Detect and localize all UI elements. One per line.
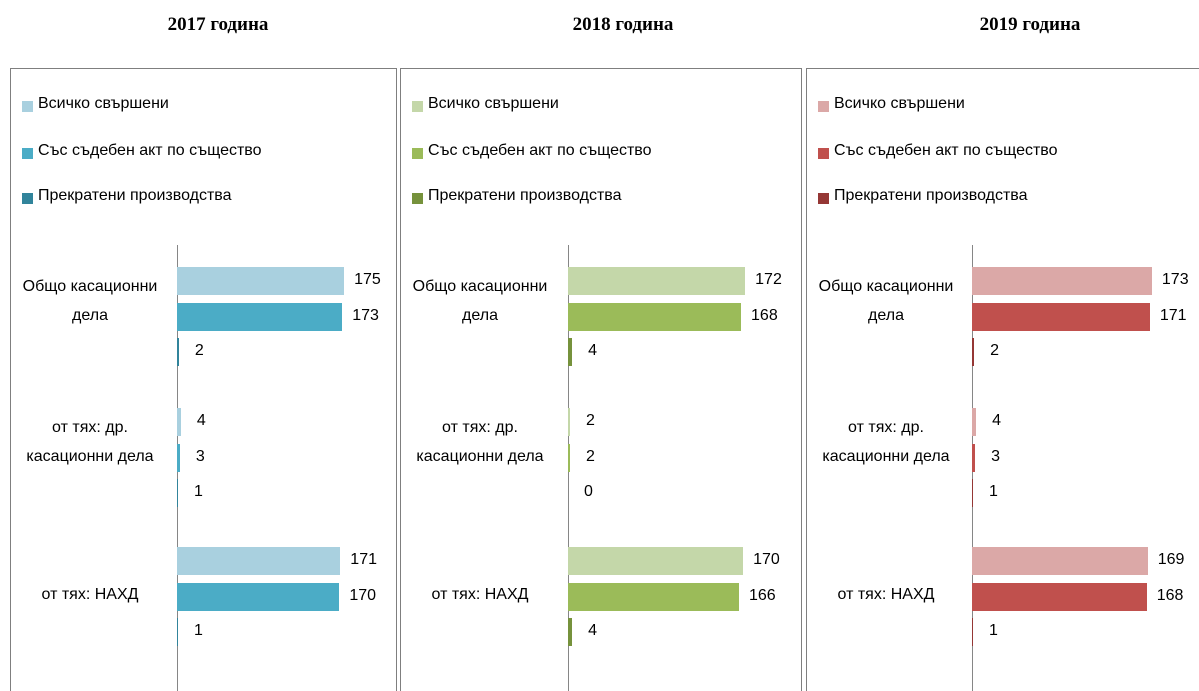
legend-swatch (412, 148, 423, 159)
category-label: от тях: др. касационни дела (26, 419, 154, 465)
data-label: 171 (1159, 306, 1187, 324)
data-label: 1 (193, 483, 203, 500)
legend-swatch (818, 101, 829, 112)
bar (177, 479, 178, 507)
data-label: 173 (352, 306, 379, 324)
bar (177, 302, 343, 331)
bar (177, 547, 341, 575)
bar (972, 267, 1152, 295)
legend-label: Всичко свършени (428, 95, 559, 112)
category-label: от тях: др. касационни дела (416, 419, 544, 465)
panel (10, 68, 397, 691)
chart-title: 2017 година (167, 14, 269, 35)
bar (177, 443, 180, 472)
data-label: 2 (586, 412, 595, 429)
data-label: 172 (755, 271, 782, 288)
panel (806, 68, 1199, 691)
bar (568, 582, 739, 611)
legend-label: Със съдебен акт по същество (428, 142, 652, 159)
legend-label: Прекратени производства (38, 187, 232, 204)
data-label: 1 (989, 622, 998, 639)
bar (177, 267, 345, 295)
bar (972, 443, 976, 472)
bar (568, 408, 571, 436)
data-label: 169 (1157, 551, 1185, 568)
legend-swatch (22, 148, 33, 159)
legend-label: Всичко свършени (38, 95, 169, 112)
legend-swatch (22, 193, 33, 204)
category-label: от тях: др. касационни дела (822, 419, 950, 465)
legend-label: Със съдебен акт по същество (834, 142, 1058, 159)
bar (972, 408, 977, 436)
chart-title: 2018 година (572, 14, 674, 35)
data-label: 0 (584, 483, 593, 500)
legend-swatch (818, 193, 829, 204)
data-label: 1 (989, 483, 998, 500)
legend-label: Със съдебен акт по същество (38, 142, 262, 159)
legend-label: Всичко свършени (834, 95, 965, 112)
category-label: от тях: НАХД (431, 586, 529, 603)
bar (568, 338, 573, 366)
category-label: Общо касационни дела (818, 278, 954, 324)
data-label: 2 (194, 342, 204, 359)
bar (972, 547, 1148, 575)
data-label: 175 (354, 271, 381, 288)
legend-swatch (412, 193, 423, 204)
bar (568, 267, 746, 295)
category-label: от тях: НАХД (837, 586, 935, 603)
data-label: 166 (748, 586, 776, 604)
category-label: Общо касационни дела (412, 278, 548, 324)
data-label: 4 (992, 412, 1002, 429)
data-label: 3 (195, 447, 205, 465)
data-label: 168 (751, 306, 778, 324)
data-label: 168 (1156, 586, 1184, 604)
data-label: 1 (193, 622, 203, 639)
legend-swatch (22, 101, 33, 112)
bar (568, 547, 744, 575)
bar (177, 338, 179, 366)
bar (568, 618, 573, 646)
data-label: 4 (588, 622, 598, 639)
category-label: от тях: НАХД (41, 586, 139, 603)
bar (177, 618, 178, 646)
legend-label: Прекратени производства (428, 187, 622, 204)
bar (972, 302, 1150, 331)
bar (568, 443, 571, 472)
data-label: 173 (1161, 271, 1189, 288)
bar (568, 302, 742, 331)
data-label: 170 (753, 551, 780, 568)
bar (972, 338, 975, 366)
bar (177, 582, 340, 611)
legend-swatch (412, 101, 423, 112)
bar (972, 618, 974, 646)
panel (400, 68, 802, 691)
data-label: 170 (349, 586, 377, 604)
data-label: 4 (588, 342, 598, 359)
data-label: 2 (586, 447, 595, 465)
data-label: 3 (991, 447, 1001, 465)
bar (972, 479, 974, 507)
data-label: 2 (990, 342, 999, 359)
bar (972, 582, 1147, 611)
legend-swatch (818, 148, 829, 159)
chart-title: 2019 година (979, 14, 1081, 35)
data-label: 171 (350, 551, 377, 568)
legend-label: Прекратени производства (834, 187, 1028, 204)
data-label: 4 (196, 412, 206, 429)
category-label: Общо касационни дела (22, 278, 158, 324)
bar (177, 408, 181, 436)
